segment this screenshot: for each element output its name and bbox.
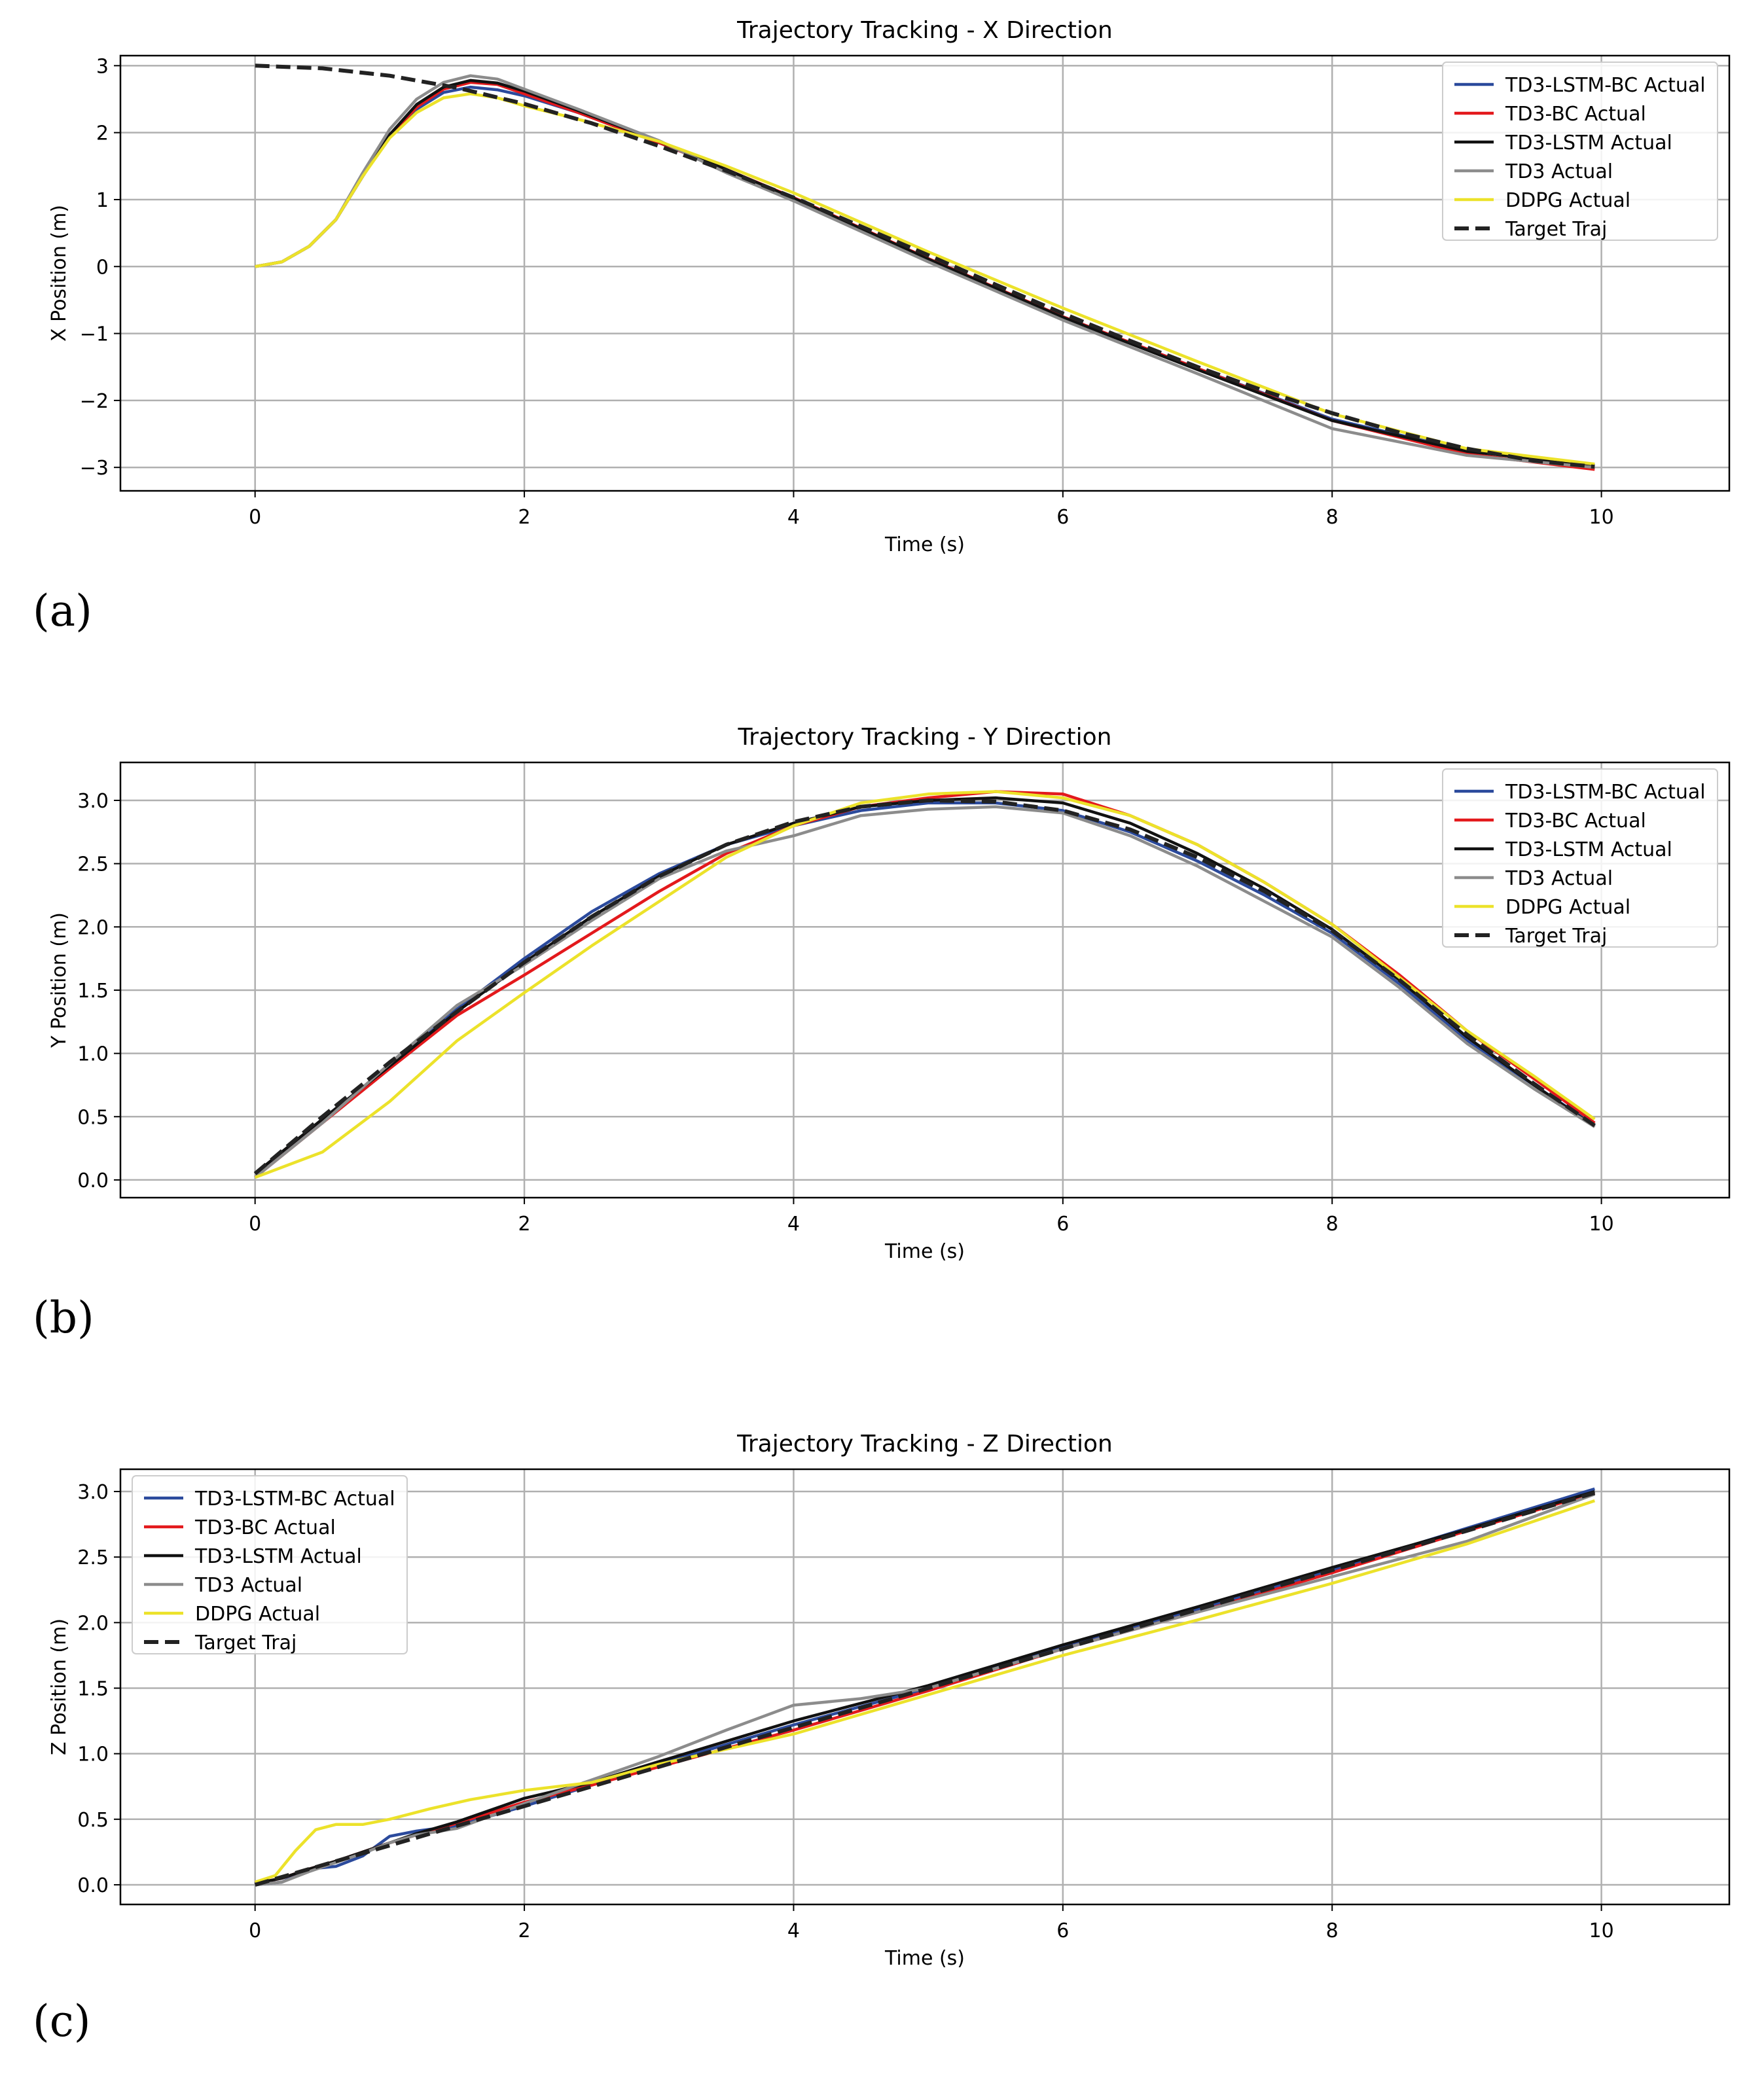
legend: TD3-LSTM-BC Actual TD3-BC Actual TD3-LSTM … [132,1475,408,1654]
x-axis-label: Time (s) [884,1240,965,1263]
chart-title: Trajectory Tracking - Y Direction [737,724,1111,751]
x-tick-label: 6 [1056,506,1069,529]
y-tick-label: 1.5 [77,980,109,1003]
legend-box [1442,768,1718,948]
legend-label-td3-lstm-actual: TD3-LSTM Actual [1505,838,1672,861]
x-axis-label: Time (s) [884,1947,965,1970]
chart-z-direction: 0 2 4 6 8 10 0.0 0.5 1.0 1.5 2.0 2.5 3.0 Trajectory T… [48,1431,1731,1970]
legend-label-td3-lstm-bc-actual: TD3-LSTM-BC Actual [1505,781,1706,804]
y-tick-label: 0 [96,256,109,279]
legend-label-target-traj: Target Traj [194,1632,297,1654]
y-tick-label: 2.0 [77,1612,109,1635]
legend-label-td3-actual: TD3 Actual [194,1574,302,1597]
series-line-target-traj [253,798,1596,1175]
legend: TD3-LSTM-BC Actual TD3-BC Actual TD3-LSTM … [1442,768,1718,948]
panel-label-c: (c) [33,1996,91,2046]
plot-frame [119,761,1731,1199]
series-line-ddpg-actual [254,790,1596,1179]
y-tick-label: −1 [80,323,109,346]
legend-label-td3-bc-actual: TD3-BC Actual [1505,810,1646,832]
x-tick-label: 8 [1326,506,1339,529]
x-tick-label: 0 [249,1919,261,1942]
series-line-target-traj [254,1491,1596,1887]
x-tick-label: 2 [518,1213,531,1236]
y-tick-label: 3.0 [77,790,109,813]
y-tick-label: 2.5 [77,1546,109,1569]
panel-label-b: (b) [33,1293,94,1343]
x-tick-label: 4 [787,1919,800,1942]
x-tick-label: 10 [1589,1213,1614,1236]
chart-title: Trajectory Tracking - X Direction [736,17,1113,44]
series-line-td3-actual [254,805,1596,1179]
y-axis-label: X Position (m) [48,205,71,342]
x-tick-label: 6 [1056,1919,1069,1942]
x-axis-label: Time (s) [884,533,965,556]
y-tick-label: 2 [96,122,109,145]
legend-box [1442,62,1718,241]
panel-label-a: (a) [33,586,92,636]
y-tick-label: 1 [96,189,109,212]
legend-label-td3-bc-actual: TD3-BC Actual [194,1516,336,1539]
y-tick-label: 1.5 [77,1678,109,1701]
x-tick-label: 8 [1326,1919,1339,1942]
legend-label-td3-lstm-actual: TD3-LSTM Actual [194,1545,362,1568]
legend-label-ddpg-actual: DDPG Actual [195,1603,320,1626]
chart-x-direction: 0 2 4 6 8 10 −3 −2 −1 0 1 2 3 Trajectory Tracking - X… [48,17,1731,556]
legend-label-ddpg-actual: DDPG Actual [1505,189,1630,212]
legend-label-td3-lstm-bc-actual: TD3-LSTM-BC Actual [194,1488,395,1510]
y-tick-label: −3 [80,457,109,480]
y-axis-label: Y Position (m) [48,912,71,1048]
y-tick-label: 0.5 [77,1809,109,1832]
legend-label-td3-actual: TD3 Actual [1505,867,1613,890]
y-tick-label: 2.0 [77,916,109,939]
series-line-target-traj [255,63,1595,469]
legend: TD3-LSTM-BC Actual TD3-BC Actual TD3-LSTM … [1442,62,1718,241]
x-tick-label: 10 [1589,1919,1614,1942]
chart-title: Trajectory Tracking - Z Direction [736,1431,1113,1457]
x-tick-label: 8 [1326,1213,1339,1236]
y-tick-label: 0.0 [77,1874,109,1897]
x-tick-label: 10 [1589,506,1614,529]
plot-frame [119,1468,1731,1906]
y-tick-label: 2.5 [77,853,109,876]
y-tick-label: 0.0 [77,1169,109,1192]
legend-box [132,1475,408,1654]
chart-y-direction: 0 2 4 6 8 10 0.0 0.5 1.0 1.5 2.0 2.5 3.0 Trajectory T… [48,724,1731,1263]
legend-label-td3-lstm-actual: TD3-LSTM Actual [1505,132,1672,154]
x-tick-label: 6 [1056,1213,1069,1236]
x-tick-label: 0 [249,506,261,529]
x-tick-label: 2 [518,506,531,529]
plot-frame [119,54,1731,492]
series-line-ddpg-actual [255,1499,1596,1884]
y-tick-label: 3.0 [77,1481,109,1504]
legend-label-target-traj: Target Traj [1505,218,1607,241]
legend-label-td3-actual: TD3 Actual [1505,160,1613,183]
x-tick-label: 4 [787,1213,800,1236]
y-tick-label: 3 [96,55,109,78]
legend-label-target-traj: Target Traj [1505,925,1607,948]
x-tick-label: 2 [518,1919,531,1942]
legend-label-td3-lstm-bc-actual: TD3-LSTM-BC Actual [1505,74,1706,97]
y-tick-label: −2 [80,390,109,413]
legend-label-td3-bc-actual: TD3-BC Actual [1505,103,1646,126]
x-tick-label: 4 [787,506,800,529]
y-tick-label: 1.0 [77,1743,109,1766]
legend-label-ddpg-actual: DDPG Actual [1505,896,1630,919]
y-tick-label: 0.5 [77,1106,109,1129]
y-axis-label: Z Position (m) [48,1618,71,1755]
y-tick-label: 1.0 [77,1043,109,1066]
x-tick-label: 0 [249,1213,261,1236]
